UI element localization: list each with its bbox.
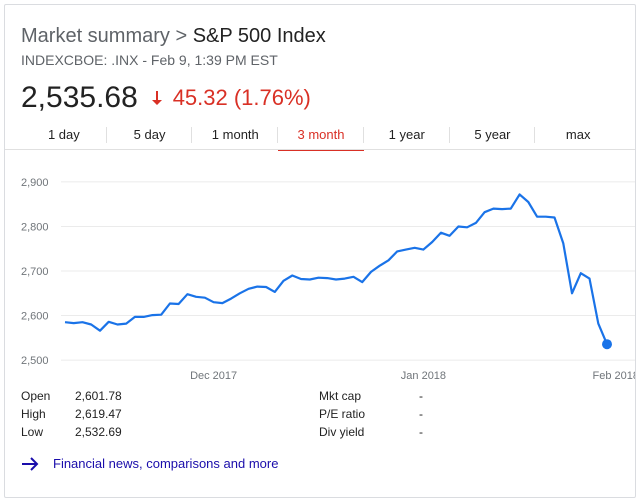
tab-label: max	[565, 127, 591, 142]
tab-1-year[interactable]: 1 year	[364, 121, 450, 151]
index-name: S&P 500 Index	[192, 25, 326, 47]
y-tick-label: 2,700	[21, 266, 49, 278]
y-tick-label: 2,600	[21, 311, 49, 323]
stat-value: 2,532.69	[75, 425, 122, 439]
y-tick-label: 2,800	[21, 221, 49, 233]
stat-row: Div yield -	[319, 423, 423, 441]
stat-label: Open	[21, 389, 51, 403]
tab-label: 1 month	[211, 127, 259, 142]
tab-label: 1 year	[388, 127, 425, 142]
stats-right: Mkt cap - P/E ratio - Div yield -	[319, 387, 423, 441]
stat-row: Open 2,601.78	[21, 387, 122, 405]
tab-label: 3 month	[297, 127, 345, 142]
x-tick-label: Jan 2018	[401, 370, 446, 379]
tab-label: 5 day	[133, 127, 166, 142]
x-tick-label: Feb 2018	[592, 370, 635, 379]
stat-value: -	[419, 425, 423, 439]
stat-label: High	[21, 407, 46, 421]
tab-1-day[interactable]: 1 day	[21, 121, 107, 151]
arrow-right-icon	[22, 456, 39, 471]
tab-3-month[interactable]: 3 month	[278, 121, 364, 151]
ticker-subtitle: INDEXCBOE: .INX - Feb 9, 1:39 PM EST	[21, 52, 278, 68]
stats-left: Open 2,601.78 High 2,619.47 Low 2,532.69	[21, 387, 122, 441]
stat-row: High 2,619.47	[21, 405, 122, 423]
y-tick-label: 2,500	[21, 355, 49, 367]
price-row: 2,535.68 45.32 (1.76%)	[21, 81, 311, 115]
stat-label: Mkt cap	[319, 389, 362, 403]
tab-max[interactable]: max	[535, 121, 621, 151]
tab-1-month[interactable]: 1 month	[192, 121, 278, 151]
range-tabs: 1 day 5 day 1 month 3 month 1 year 5 year max	[21, 121, 621, 151]
down-arrow-icon	[152, 91, 163, 105]
price-change: 45.32 (1.76%)	[172, 85, 311, 110]
stat-value: -	[419, 407, 423, 421]
stat-row: P/E ratio -	[319, 405, 423, 423]
tabs-divider	[5, 149, 635, 150]
price-series-line	[64, 193, 609, 345]
page-title: Market summary > S&P 500 Index	[21, 25, 326, 48]
market-summary-card: Market summary > S&P 500 Index INDEXCBOE…	[4, 4, 636, 498]
tab-5-year[interactable]: 5 year	[450, 121, 536, 151]
stat-label: Div yield	[319, 425, 365, 439]
x-tick-label: Dec 2017	[190, 370, 237, 379]
stat-value: 2,619.47	[75, 407, 122, 421]
stat-row: Low 2,532.69	[21, 423, 122, 441]
stat-label: P/E ratio	[319, 407, 366, 421]
stat-row: Mkt cap -	[319, 387, 423, 405]
stat-value: 2,601.78	[75, 389, 122, 403]
current-price: 2,535.68	[21, 81, 138, 114]
stat-label: Low	[21, 425, 44, 439]
tab-label: 5 year	[474, 127, 511, 142]
stat-value: -	[419, 389, 423, 403]
tab-5-day[interactable]: 5 day	[107, 121, 193, 151]
y-tick-label: 2,900	[21, 177, 49, 189]
price-chart: 2,900 2,800 2,700 2,600 2,500 Dec 2017 Jan 201…	[21, 177, 635, 379]
last-price-point[interactable]	[602, 339, 612, 350]
financial-news-label: Financial news, comparisons and more	[53, 456, 279, 471]
active-tab-underline	[278, 149, 364, 151]
tab-label: 1 day	[47, 127, 80, 142]
financial-news-link[interactable]: Financial news, comparisons and more	[21, 456, 278, 471]
breadcrumb-separator: >	[169, 25, 193, 47]
breadcrumb-market-summary[interactable]: Market summary	[21, 25, 170, 47]
